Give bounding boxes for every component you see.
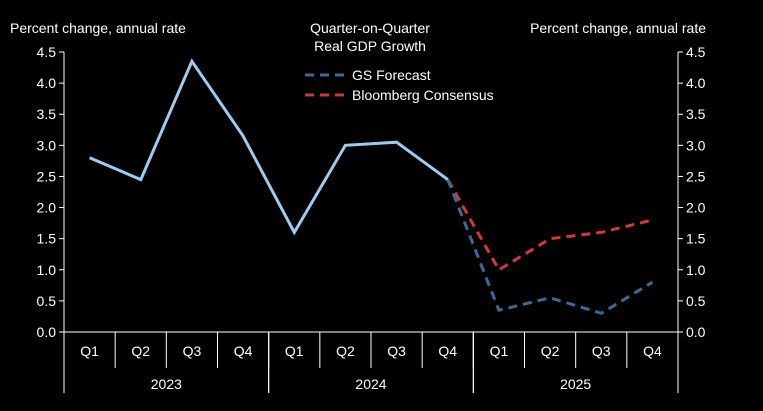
left-y-tick-label: 4.5 (37, 44, 57, 60)
chart-title-line-1: Quarter-on-Quarter (310, 20, 430, 36)
left-y-tick-label: 3.5 (37, 106, 57, 122)
x-tick-label: Q1 (80, 343, 99, 359)
axes-layer: 0.0 0.0 0.5 0.5 1.0 1.0 1.5 1.5 2.0 2.0 2.5 2.5 3.0 3… (37, 44, 706, 393)
left-y-tick-label: 4.0 (37, 75, 57, 91)
left-y-tick-label: 2.5 (37, 168, 57, 184)
right-y-tick-label: 1.0 (686, 262, 706, 278)
x-tick-label: Q4 (438, 343, 457, 359)
right-y-tick-label: 2.0 (686, 200, 706, 216)
right-y-tick-label: 2.5 (686, 168, 706, 184)
x-tick-label: Q1 (490, 343, 509, 359)
right-y-tick-label: 0.5 (686, 293, 706, 309)
right-axis-label: Percent change, annual rate (530, 20, 706, 36)
legend-label-gs-forecast: GS Forecast (352, 67, 431, 83)
x-tick-label: Q2 (131, 343, 150, 359)
x-tick-label: Q4 (643, 343, 662, 359)
x-tick-label: Q3 (183, 343, 202, 359)
legend-label-bloomberg-consensus: Bloomberg Consensus (352, 87, 494, 103)
year-label: 2025 (560, 376, 591, 392)
chart-title-line-2: Real GDP Growth (314, 38, 426, 54)
series-layer (89, 58, 654, 315)
x-tick-label: Q3 (387, 343, 406, 359)
x-tick-label: Q3 (592, 343, 611, 359)
text-layer: Percent change, annual rate Percent chan… (10, 20, 706, 54)
gs-forecast-series-line (446, 179, 654, 315)
x-tick-label: Q4 (234, 343, 253, 359)
right-y-tick-label: 4.0 (686, 75, 706, 91)
left-y-tick-label: 0.0 (37, 324, 57, 340)
right-y-tick-label: 3.0 (686, 137, 706, 153)
left-y-tick-label: 1.0 (37, 262, 57, 278)
left-y-tick-label: 0.5 (37, 293, 57, 309)
x-tick-label: Q1 (285, 343, 304, 359)
right-y-tick-label: 0.0 (686, 324, 706, 340)
bloomberg-consensus-series-line (446, 178, 653, 272)
legend: GS Forecast Bloomberg Consensus (305, 67, 494, 103)
left-y-tick-label: 2.0 (37, 200, 57, 216)
right-y-tick-label: 3.5 (686, 106, 706, 122)
left-y-tick-label: 3.0 (37, 137, 57, 153)
x-tick-label: Q2 (541, 343, 560, 359)
right-y-tick-label: 4.5 (686, 44, 706, 60)
left-y-tick-label: 1.5 (37, 231, 57, 247)
left-axis-label: Percent change, annual rate (10, 20, 186, 36)
year-label: 2023 (151, 376, 182, 392)
actual-series-line (89, 58, 449, 236)
right-y-tick-label: 1.5 (686, 231, 706, 247)
year-label: 2024 (355, 376, 386, 392)
x-tick-label: Q2 (336, 343, 355, 359)
